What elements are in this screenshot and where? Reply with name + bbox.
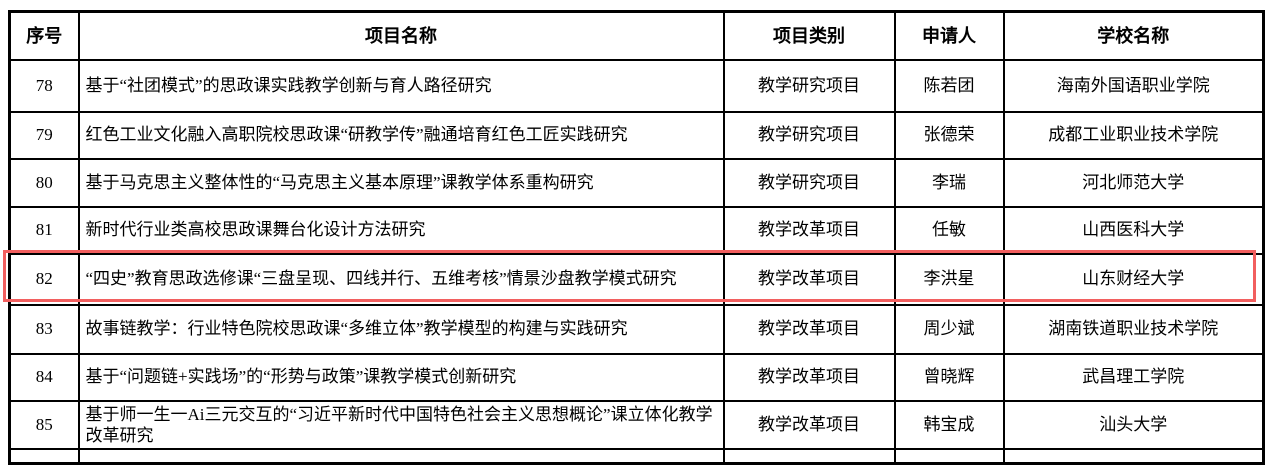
cell-project-name — [77, 448, 725, 464]
cell-category: 教学研究项目 — [722, 58, 896, 113]
cell-index: 78 — [8, 58, 80, 113]
cell-school: 湖南铁道职业技术学院 — [1002, 303, 1265, 355]
table-row: 78 基于“社团模式”的思政课实践教学创新与育人路径研究 教学研究项目 陈若团 … — [8, 58, 1265, 113]
cell-school: 武昌理工学院 — [1002, 352, 1265, 402]
cell-index — [8, 448, 80, 464]
table-row: 80 基于马克思主义整体性的“马克思主义基本原理”课教学体系重构研究 教学研究项… — [8, 157, 1265, 208]
cell-category: 教学改革项目 — [722, 252, 896, 306]
cell-index: 81 — [8, 205, 80, 255]
cell-category: 教学改革项目 — [722, 352, 896, 402]
cell-category — [722, 448, 896, 464]
cell-school: 汕头大学 — [1002, 399, 1265, 450]
cell-index: 80 — [8, 157, 80, 208]
cell-project-name: 基于“问题链+实践场”的“形势与政策”课教学模式创新研究 — [77, 352, 725, 402]
column-header-project-name: 项目名称 — [77, 10, 725, 61]
cell-applicant: 李瑞 — [893, 157, 1005, 208]
cell-school: 成都工业职业技术学院 — [1002, 110, 1265, 160]
cell-category: 教学研究项目 — [722, 110, 896, 160]
cell-index: 84 — [8, 352, 80, 402]
column-header-applicant: 申请人 — [893, 10, 1005, 61]
table-row: 84 基于“问题链+实践场”的“形势与政策”课教学模式创新研究 教学改革项目 曾… — [8, 352, 1265, 402]
cell-project-name: 基于“社团模式”的思政课实践教学创新与育人路径研究 — [77, 58, 725, 113]
table-row: 79 红色工业文化融入高职院校思政课“研教学传”融通培育红色工匠实践研究 教学研… — [8, 110, 1265, 160]
table-header-row: 序号 项目名称 项目类别 申请人 学校名称 — [8, 10, 1265, 61]
cell-project-name: 红色工业文化融入高职院校思政课“研教学传”融通培育红色工匠实践研究 — [77, 110, 725, 160]
cell-project-name: 新时代行业类高校思政课舞台化设计方法研究 — [77, 205, 725, 255]
cell-category: 教学研究项目 — [722, 157, 896, 208]
column-header-index: 序号 — [8, 10, 80, 61]
cell-index: 79 — [8, 110, 80, 160]
table-row-partial — [8, 448, 1265, 464]
table-row: 85 基于师一生一Ai三元交互的“习近平新时代中国特色社会主义思想概论”课立体化… — [8, 399, 1265, 450]
cell-category: 教学改革项目 — [722, 303, 896, 355]
cell-index: 82 — [8, 252, 80, 306]
cell-school — [1002, 448, 1265, 464]
cell-applicant: 任敏 — [893, 205, 1005, 255]
cell-project-name: 故事链教学：行业特色院校思政课“多维立体”教学模型的构建与实践研究 — [77, 303, 725, 355]
cell-school: 海南外国语职业学院 — [1002, 58, 1265, 113]
cell-category: 教学改革项目 — [722, 205, 896, 255]
cell-applicant: 李洪星 — [893, 252, 1005, 306]
table-row: 83 故事链教学：行业特色院校思政课“多维立体”教学模型的构建与实践研究 教学改… — [8, 303, 1265, 355]
projects-table: 序号 项目名称 项目类别 申请人 学校名称 78 基于“社团模式”的思政课实践教… — [8, 10, 1265, 465]
cell-school: 山西医科大学 — [1002, 205, 1265, 255]
cell-applicant: 韩宝成 — [893, 399, 1005, 450]
cell-project-name: “四史”教育思政选修课“三盘呈现、四线并行、五维考核”情景沙盘教学模式研究 — [77, 252, 725, 306]
document-page: 序号 项目名称 项目类别 申请人 学校名称 78 基于“社团模式”的思政课实践教… — [3, 10, 1265, 465]
table-row: 81 新时代行业类高校思政课舞台化设计方法研究 教学改革项目 任敏 山西医科大学 — [8, 205, 1265, 255]
cell-applicant: 周少斌 — [893, 303, 1005, 355]
column-header-school: 学校名称 — [1002, 10, 1265, 61]
cell-index: 83 — [8, 303, 80, 355]
cell-applicant — [893, 448, 1005, 464]
column-header-category: 项目类别 — [722, 10, 896, 61]
cell-category: 教学改革项目 — [722, 399, 896, 450]
cell-applicant: 陈若团 — [893, 58, 1005, 113]
table-row-highlighted: 82 “四史”教育思政选修课“三盘呈现、四线并行、五维考核”情景沙盘教学模式研究… — [8, 252, 1265, 306]
cell-school: 河北师范大学 — [1002, 157, 1265, 208]
cell-project-name: 基于马克思主义整体性的“马克思主义基本原理”课教学体系重构研究 — [77, 157, 725, 208]
cell-applicant: 曾晓辉 — [893, 352, 1005, 402]
cell-index: 85 — [8, 399, 80, 450]
cell-school: 山东财经大学 — [1002, 252, 1265, 306]
cell-applicant: 张德荣 — [893, 110, 1005, 160]
cell-project-name: 基于师一生一Ai三元交互的“习近平新时代中国特色社会主义思想概论”课立体化教学改… — [77, 399, 725, 450]
